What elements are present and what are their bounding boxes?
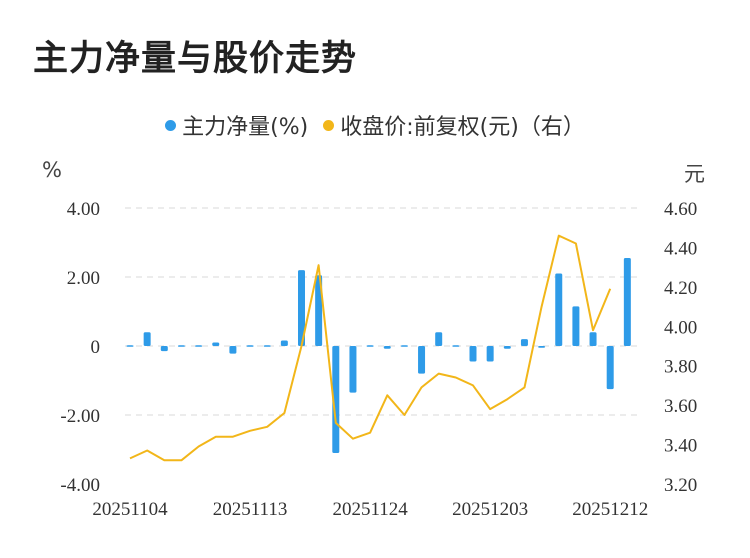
bar xyxy=(572,306,580,346)
right-tick-label: 4.40 xyxy=(664,238,697,259)
bar xyxy=(298,270,305,346)
bar xyxy=(160,346,168,352)
bar xyxy=(212,342,220,346)
right-tick-label: 3.60 xyxy=(664,396,697,417)
x-tick-label: 20251203 xyxy=(452,499,528,520)
right-tick-label: 3.80 xyxy=(664,357,697,378)
left-tick-label: 2.00 xyxy=(67,268,100,289)
bar xyxy=(246,345,254,347)
bar xyxy=(315,275,323,346)
x-tick-label: 20251113 xyxy=(213,499,288,520)
right-tick-label: 4.00 xyxy=(664,317,697,338)
bar xyxy=(452,345,460,347)
legend-dot-yellow xyxy=(323,119,335,131)
right-tick-label: 4.60 xyxy=(664,199,697,220)
right-axis-unit: 元 xyxy=(684,162,705,186)
bar xyxy=(538,346,546,348)
right-tick-label: 4.20 xyxy=(664,278,697,299)
bar xyxy=(177,345,185,347)
bar xyxy=(195,345,203,347)
bar xyxy=(555,273,563,346)
legend-label-close-price: 收盘价:前复权(元)（右） xyxy=(340,115,585,140)
bar xyxy=(126,345,134,347)
legend-item-close-price[interactable]: 收盘价:前复权(元)（右） xyxy=(323,109,585,141)
bar xyxy=(469,346,477,362)
price-line xyxy=(129,234,612,462)
left-tick-label: -4.00 xyxy=(60,475,100,496)
x-tick-label: 20251124 xyxy=(332,499,408,520)
bar xyxy=(349,346,357,393)
legend-dot-blue xyxy=(165,119,177,131)
legend-label-net-volume: 主力净量(%) xyxy=(182,115,309,140)
legend: 主力净量(%) 收盘价:前复权(元)（右） xyxy=(0,109,750,141)
bar xyxy=(418,346,426,374)
bar xyxy=(623,258,631,346)
right-tick-label: 3.40 xyxy=(664,436,697,457)
bar xyxy=(606,346,614,390)
left-axis-unit: % xyxy=(42,158,62,182)
legend-item-net-volume[interactable]: 主力净量(%) xyxy=(165,109,308,141)
bar xyxy=(383,346,391,349)
bar xyxy=(435,332,443,346)
x-tick-label: 20251104 xyxy=(92,499,168,520)
bar xyxy=(589,332,597,346)
right-tick-label: 3.20 xyxy=(664,475,697,496)
bar xyxy=(229,346,237,354)
bar xyxy=(143,332,151,346)
bar xyxy=(503,346,511,349)
bar xyxy=(520,339,528,346)
x-tick-label: 20251212 xyxy=(572,499,648,520)
left-tick-label: 0 xyxy=(91,337,101,358)
bar xyxy=(263,345,271,347)
left-tick-label: -2.00 xyxy=(60,406,100,427)
bar xyxy=(280,340,288,346)
chart-title: 主力净量与股价走势 xyxy=(33,39,358,79)
bar xyxy=(366,345,374,347)
left-tick-label: 4.00 xyxy=(67,199,100,220)
bar xyxy=(486,346,494,362)
bar xyxy=(400,345,408,347)
bar xyxy=(332,346,340,453)
